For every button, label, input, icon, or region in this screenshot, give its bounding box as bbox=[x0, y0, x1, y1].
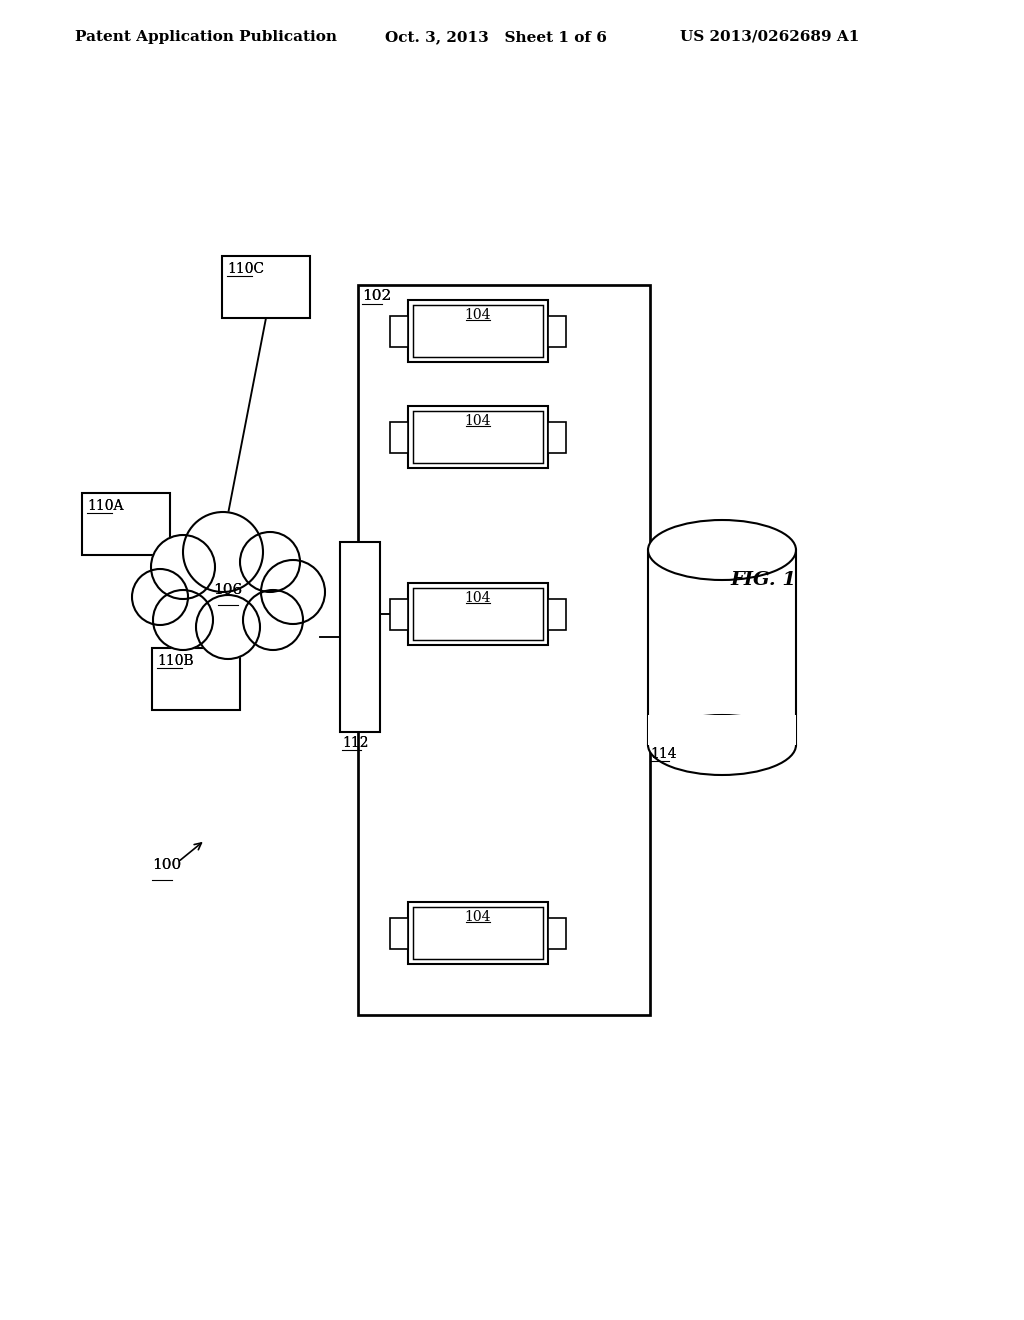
Bar bbox=[408, 407, 548, 469]
Bar bbox=[340, 543, 380, 733]
Text: US 2013/0262689 A1: US 2013/0262689 A1 bbox=[680, 30, 859, 44]
Circle shape bbox=[243, 590, 303, 649]
Ellipse shape bbox=[163, 549, 293, 624]
Ellipse shape bbox=[648, 520, 796, 579]
Bar bbox=[413, 411, 543, 463]
Bar bbox=[648, 550, 796, 744]
Text: 106: 106 bbox=[213, 583, 243, 597]
Bar bbox=[222, 256, 310, 318]
Bar bbox=[548, 421, 566, 453]
Bar bbox=[358, 285, 650, 1015]
Bar bbox=[648, 715, 796, 744]
Ellipse shape bbox=[648, 715, 796, 775]
Text: FIG. 1: FIG. 1 bbox=[730, 572, 796, 589]
Text: 104: 104 bbox=[465, 909, 492, 924]
Text: 110B: 110B bbox=[157, 653, 194, 668]
Text: 112: 112 bbox=[342, 737, 369, 750]
Text: 110C: 110C bbox=[227, 261, 264, 276]
Circle shape bbox=[196, 595, 260, 659]
Polygon shape bbox=[178, 544, 278, 620]
Text: 114: 114 bbox=[650, 747, 677, 762]
Text: Patent Application Publication: Patent Application Publication bbox=[75, 30, 337, 44]
Circle shape bbox=[151, 535, 215, 599]
Bar bbox=[390, 421, 408, 453]
Circle shape bbox=[132, 569, 188, 624]
Bar bbox=[548, 315, 566, 346]
Bar bbox=[548, 917, 566, 949]
Text: 104: 104 bbox=[465, 591, 492, 605]
Text: 104: 104 bbox=[465, 414, 492, 428]
Bar bbox=[82, 492, 170, 554]
Bar bbox=[413, 907, 543, 960]
Text: 102: 102 bbox=[362, 289, 391, 304]
Text: 114: 114 bbox=[650, 747, 677, 762]
Circle shape bbox=[153, 590, 213, 649]
Bar bbox=[390, 315, 408, 346]
Circle shape bbox=[240, 532, 300, 591]
Bar bbox=[413, 587, 543, 640]
Text: 100: 100 bbox=[152, 858, 181, 873]
Bar bbox=[408, 583, 548, 645]
Bar bbox=[390, 917, 408, 949]
Text: 110B: 110B bbox=[157, 653, 194, 668]
Bar bbox=[413, 305, 543, 356]
Text: 102: 102 bbox=[362, 289, 391, 304]
Bar bbox=[390, 598, 408, 630]
Bar bbox=[408, 902, 548, 964]
Text: 110A: 110A bbox=[87, 499, 124, 513]
Bar bbox=[548, 598, 566, 630]
Text: 112: 112 bbox=[342, 737, 369, 750]
Bar bbox=[408, 300, 548, 362]
Text: 104: 104 bbox=[465, 308, 492, 322]
Text: 110C: 110C bbox=[227, 261, 264, 276]
Text: 100: 100 bbox=[152, 858, 181, 873]
Circle shape bbox=[261, 560, 325, 624]
Circle shape bbox=[183, 512, 263, 591]
Text: 106: 106 bbox=[213, 583, 243, 597]
Text: Oct. 3, 2013   Sheet 1 of 6: Oct. 3, 2013 Sheet 1 of 6 bbox=[385, 30, 607, 44]
Bar bbox=[152, 648, 240, 710]
Text: 110A: 110A bbox=[87, 499, 124, 513]
